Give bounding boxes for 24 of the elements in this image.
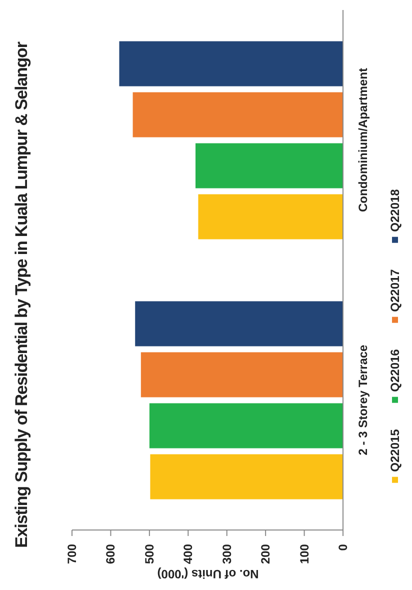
x-tick-label: 100 [297, 544, 312, 564]
bar [196, 143, 343, 188]
bar [132, 92, 343, 138]
x-tick-label: 300 [220, 544, 234, 564]
bar [140, 352, 343, 398]
bar [198, 194, 343, 240]
bar [149, 403, 343, 448]
x-tick-label: 500 [142, 544, 156, 564]
y-tick-label: 2 - 3 Storey Terrace [356, 344, 370, 456]
text: Existing Supply of Residential by Type in Kuala Lumpur & Selangor [12, 42, 32, 548]
x-tick-label: 400 [181, 544, 196, 564]
text: Q22017 [388, 269, 402, 312]
x-tick-label: 700 [65, 544, 79, 564]
x-tick-label: 200 [258, 544, 273, 564]
bar [119, 41, 343, 86]
text: Q22015 [388, 429, 402, 472]
bar [135, 301, 343, 346]
bar [150, 454, 343, 500]
x-tick-label: 600 [104, 544, 118, 564]
text: Q22016 [388, 349, 402, 392]
x-tick-label: 0 [336, 544, 350, 551]
text: Q22018 [388, 189, 402, 232]
y-tick-label: Condominium/Apartment [356, 68, 370, 212]
x-axis-title: No. of Units ('000) [157, 567, 259, 581]
